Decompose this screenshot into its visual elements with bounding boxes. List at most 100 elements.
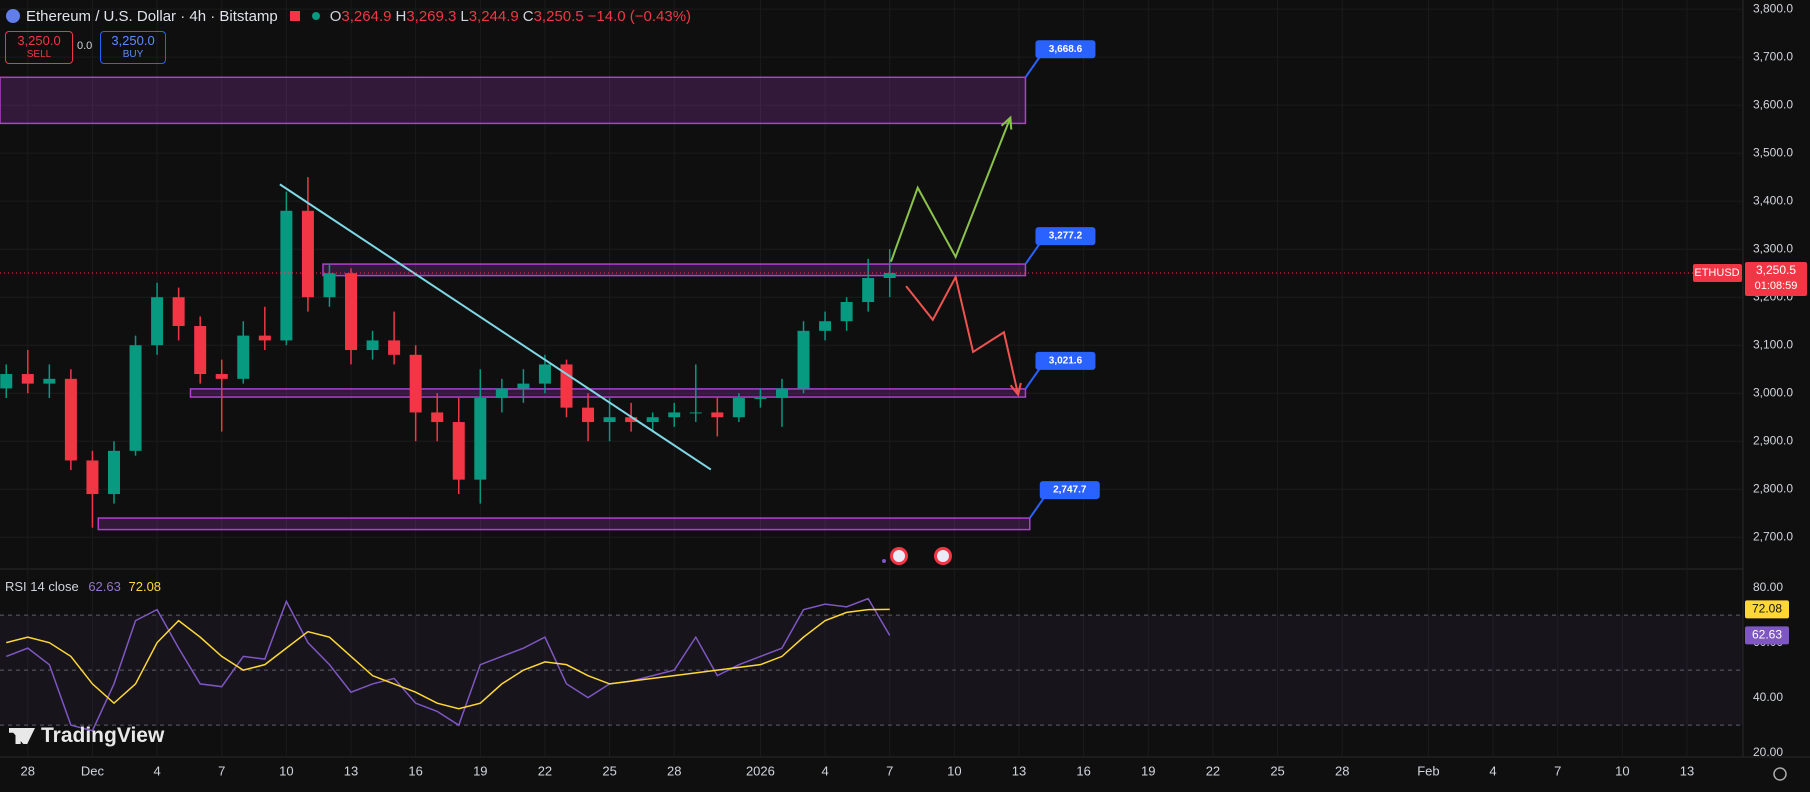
y-tick-label: 3,400.0	[1753, 193, 1793, 207]
event-flag	[893, 550, 905, 562]
buy-button[interactable]: 3,250.0 BUY	[100, 31, 166, 64]
candle-body	[582, 407, 595, 423]
x-tick-label: 25	[602, 763, 616, 778]
sell-label: SELL	[26, 48, 52, 60]
ohlc-key: H	[395, 7, 407, 25]
candle-body	[237, 335, 250, 379]
value-badge	[1745, 626, 1789, 645]
candle-body	[129, 345, 142, 451]
ohlc-value: 3,250.5	[533, 7, 584, 25]
candle-body	[258, 335, 271, 341]
ohlc-key: L	[460, 7, 469, 25]
candle-body	[538, 364, 551, 384]
x-tick-label: 2026	[746, 763, 775, 778]
rsi-title: RSI 14 close	[5, 579, 79, 594]
value-badge-label: 72.08	[1752, 602, 1782, 616]
x-tick-label: 28	[1335, 763, 1349, 778]
candle-body	[172, 297, 185, 327]
brand-name: TradingView	[41, 724, 165, 747]
candle-body	[409, 354, 422, 413]
value-badge-label: 62.63	[1752, 628, 1782, 642]
brand-icon	[9, 728, 35, 744]
zone	[322, 263, 1027, 277]
candle-body	[64, 378, 77, 461]
candle-body	[754, 398, 767, 400]
ohlc-key: O	[329, 7, 342, 25]
symbol-title: Ethereum / U.S. Dollar · 4h · Bitstamp	[26, 7, 278, 25]
arrow	[890, 117, 1012, 263]
candle-body	[366, 340, 379, 351]
candle-body	[43, 378, 56, 384]
y-tick-label: 3,000.0	[1753, 385, 1793, 399]
candle-body	[215, 374, 228, 379]
x-tick-label: 13	[1680, 763, 1694, 778]
candle-body	[345, 273, 358, 351]
candle-body	[21, 374, 34, 384]
y-tick-label: 3,300.0	[1753, 241, 1793, 255]
rsi-line	[5, 597, 891, 732]
rsi-ma-value: 72.08	[128, 579, 162, 594]
x-tick-label: 16	[1076, 763, 1090, 778]
candle-body	[689, 412, 702, 414]
candle-body	[883, 272, 896, 278]
symbol-badge	[1693, 263, 1742, 282]
arrow-head	[1000, 115, 1013, 130]
x-tick-label: 10	[947, 763, 961, 778]
zone-label: 3,668.6	[1049, 44, 1083, 55]
candle-body	[603, 417, 616, 423]
y-tick-label: 80.00	[1753, 580, 1783, 594]
brand-logo[interactable]: TradingView	[9, 724, 164, 748]
change: −14.0 (−0.43%)	[587, 7, 692, 25]
y-tick-label: 3,800.0	[1753, 1, 1793, 15]
x-tick-label: 7	[218, 763, 225, 778]
zone	[0, 76, 1027, 125]
x-tick-label: 28	[667, 763, 681, 778]
candle-body	[862, 277, 875, 303]
candle-body	[452, 422, 465, 480]
event-icon[interactable]	[882, 547, 908, 565]
candle-body	[474, 398, 487, 480]
x-tick-label: 22	[1206, 763, 1220, 778]
rsi-legend: RSI 14 close 62.63 72.08	[5, 579, 161, 594]
candle-body	[797, 330, 810, 389]
x-tick-label: 13	[1012, 763, 1026, 778]
candle-body	[668, 412, 681, 418]
x-tick-label: 28	[21, 763, 35, 778]
y-tick-label: 3,100.0	[1753, 337, 1793, 351]
sell-button[interactable]: 3,250.0 SELL	[5, 31, 73, 64]
zone-leader	[1024, 368, 1041, 390]
event-dot	[882, 559, 886, 563]
candle-body	[0, 374, 13, 389]
flag-icon	[289, 11, 300, 21]
candle-body	[323, 273, 336, 298]
zone	[189, 388, 1027, 398]
x-tick-label: 4	[821, 763, 828, 778]
candle-body	[107, 450, 120, 495]
zone-callout	[1035, 227, 1096, 246]
settings-icon[interactable]	[1773, 767, 1787, 781]
y-tick-label: 2,800.0	[1753, 481, 1793, 495]
x-tick-label: 10	[1615, 763, 1629, 778]
zone-label: 2,747.7	[1053, 485, 1087, 496]
event-icon[interactable]	[934, 547, 952, 565]
y-tick-label: 20.00	[1753, 745, 1783, 759]
candle-body	[840, 302, 853, 322]
candle-body	[625, 417, 638, 423]
candle-body	[646, 417, 659, 423]
candle-body	[301, 210, 314, 298]
x-tick-label: 13	[344, 763, 358, 778]
zone-callout	[1035, 40, 1096, 59]
x-tick-label: 19	[1141, 763, 1155, 778]
ohlc-value: 3,244.9	[468, 7, 519, 25]
x-tick-label: 19	[473, 763, 487, 778]
x-tick-label: Dec	[81, 763, 105, 778]
zone-label: 3,021.6	[1049, 356, 1083, 367]
candle-body	[280, 210, 293, 341]
price-badge	[1745, 261, 1807, 296]
candle-body	[86, 460, 99, 495]
x-tick-label: 16	[408, 763, 422, 778]
symbol-badge-label: ETHUSD	[1694, 267, 1739, 279]
buy-price: 3,250.0	[111, 32, 155, 48]
sell-price: 3,250.0	[17, 32, 61, 48]
x-tick-label: 22	[538, 763, 552, 778]
